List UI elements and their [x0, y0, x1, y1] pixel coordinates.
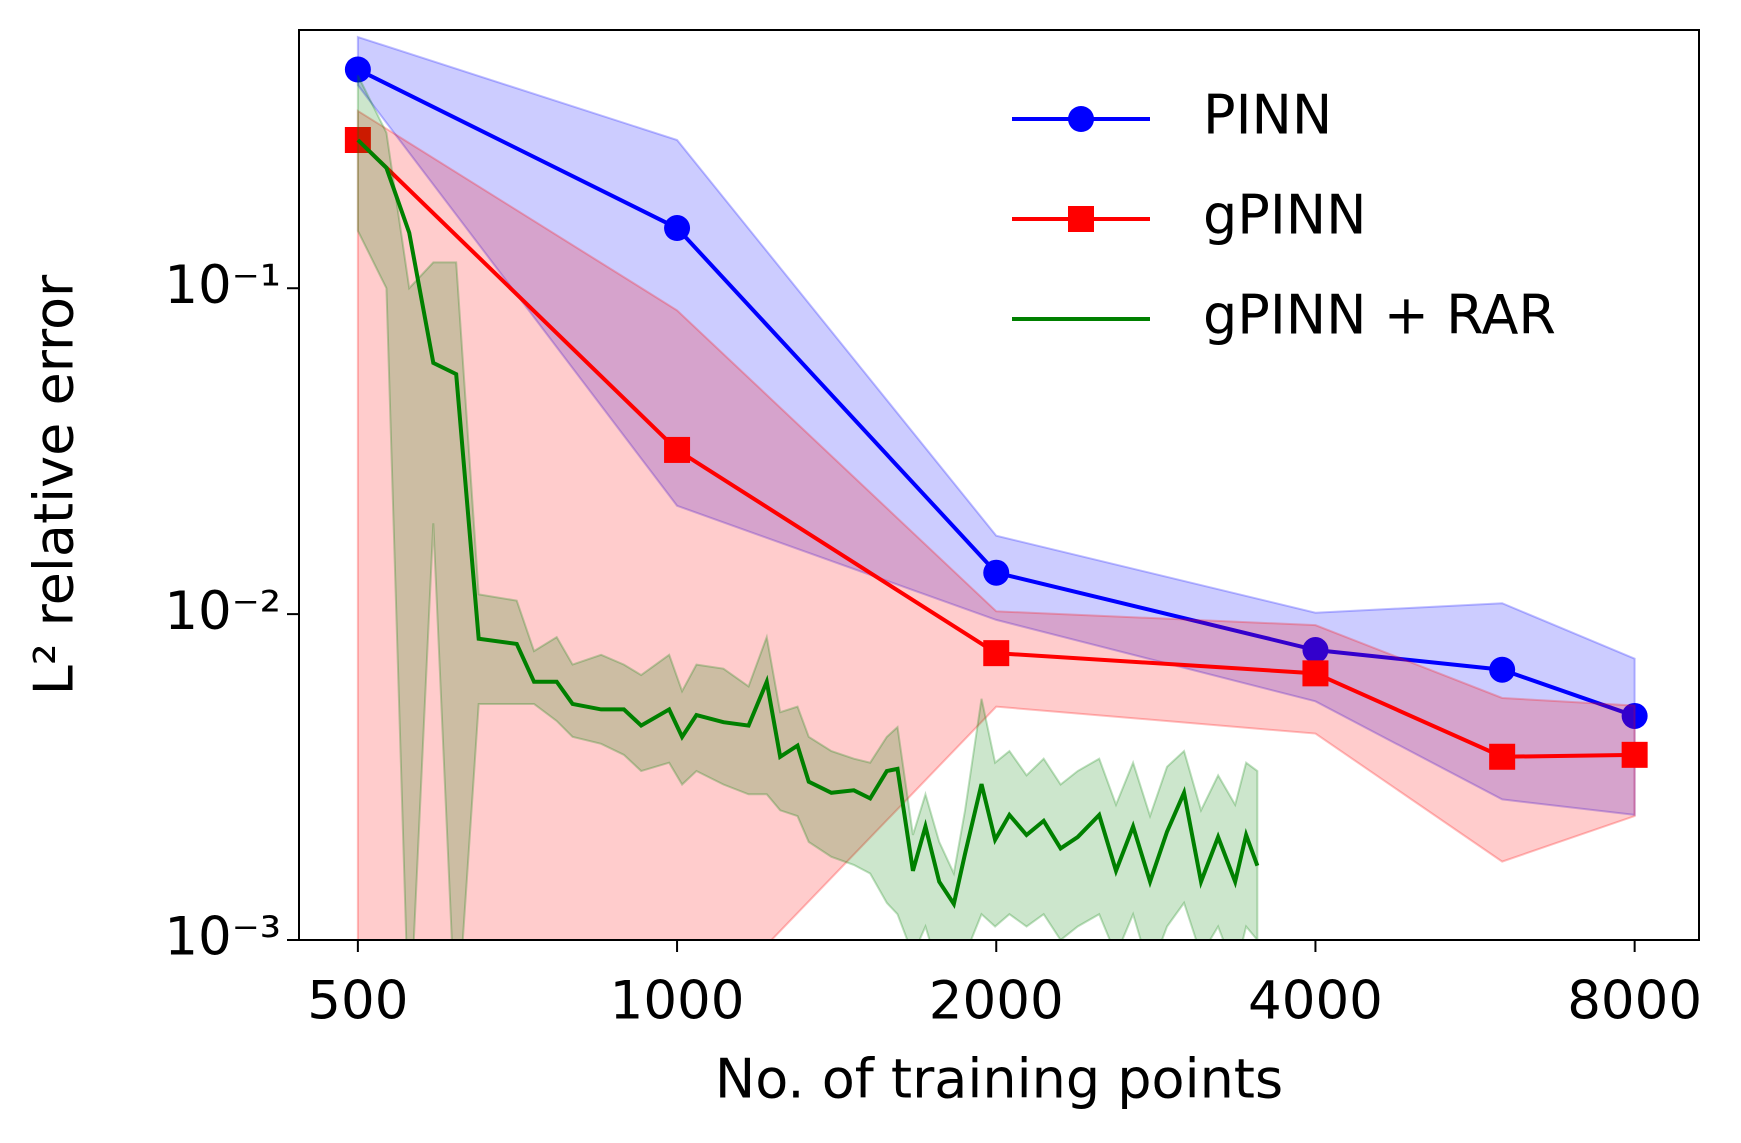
x-tick-label: 4000 — [1248, 971, 1383, 1032]
point-marker — [664, 436, 691, 463]
legend-label: gPINN + RAR — [1203, 284, 1556, 347]
point-marker — [1489, 743, 1516, 770]
point-marker — [983, 640, 1010, 667]
x-tick-label: 1000 — [610, 971, 745, 1032]
error-band — [356, 74, 1259, 940]
point-marker — [1621, 741, 1648, 768]
plot-area — [344, 35, 1648, 940]
legend-marker — [1068, 206, 1094, 232]
series-line — [356, 67, 1636, 718]
x-tick-label: 8000 — [1567, 971, 1702, 1032]
x-tick-label: 500 — [307, 971, 408, 1032]
axes-frame — [298, 29, 1700, 941]
y-axis-label: L² relative error — [23, 274, 86, 695]
x-axis-label: No. of training points — [715, 1048, 1283, 1111]
legend-label: PINN — [1203, 84, 1332, 147]
legend-label: gPINN — [1203, 184, 1367, 247]
x-tick-label: 2000 — [929, 971, 1064, 1032]
y-tick-label: 10⁻² — [164, 581, 281, 642]
point-marker — [1621, 702, 1648, 729]
y-tick-label: 10⁻¹ — [164, 255, 281, 316]
legend-marker — [1068, 106, 1094, 132]
series-line — [356, 138, 1635, 759]
error-band — [356, 109, 1636, 940]
point-marker — [983, 559, 1010, 586]
point-marker — [344, 56, 371, 83]
series-line — [356, 138, 1260, 910]
y-tick-label: 10⁻³ — [164, 907, 281, 968]
point-marker — [1489, 656, 1516, 683]
point-marker — [664, 215, 691, 242]
point-marker — [1302, 660, 1329, 687]
point-marker — [1302, 637, 1329, 664]
